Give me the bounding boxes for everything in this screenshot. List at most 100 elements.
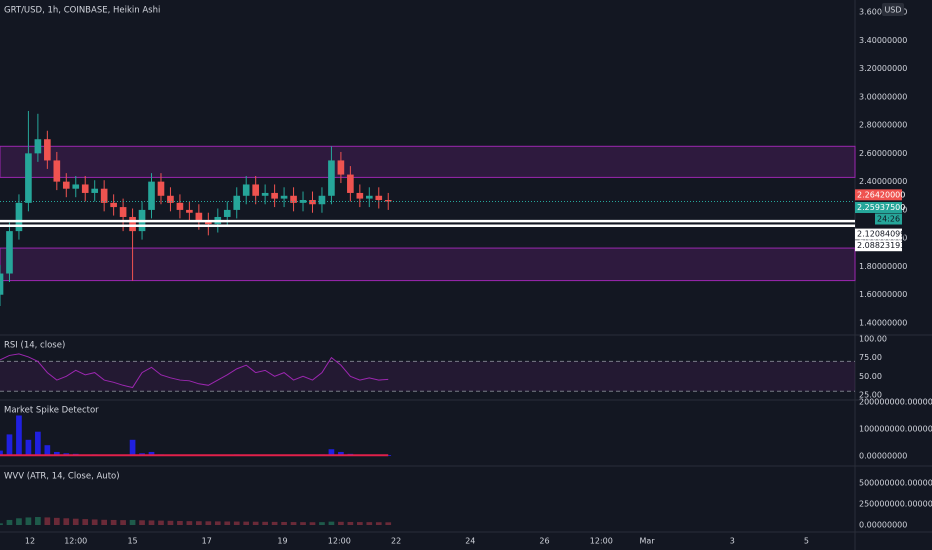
bar [82, 519, 89, 525]
x-tick-label: 12:00 [328, 537, 351, 546]
candle-body [271, 192, 278, 199]
x-tick-label: 5 [804, 537, 809, 546]
candle-body [233, 195, 241, 210]
candle-body [195, 212, 203, 222]
y-tick-label: 250000000.00000000 [859, 500, 932, 509]
y-tick-label: 3.40000000 [859, 36, 907, 45]
bar [347, 521, 354, 525]
bar [309, 522, 316, 525]
bar [91, 519, 98, 525]
candle-body [44, 139, 51, 161]
x-tick-label: 12 [25, 537, 35, 546]
bar [72, 518, 79, 525]
y-tick-label: 1.40000000 [859, 319, 907, 328]
candle-body [119, 207, 127, 217]
y-tick-label: 75.00 [859, 353, 882, 362]
bar [186, 521, 193, 525]
bar [385, 522, 392, 525]
bar [139, 520, 145, 525]
x-tick-label: 3 [730, 537, 735, 546]
bar [148, 520, 155, 525]
y-tick-label: 50.00 [859, 372, 882, 381]
bar [338, 451, 344, 456]
pane-title: RSI (14, close) [4, 341, 65, 351]
candle-body [242, 184, 250, 196]
zone [0, 247, 856, 282]
candle-body [356, 192, 364, 199]
pane-title: Market Spike Detector [4, 406, 99, 416]
price-label-bg [855, 228, 902, 240]
candle-body [375, 195, 383, 201]
bar [271, 521, 278, 525]
currency-badge[interactable] [882, 3, 904, 16]
bar [148, 451, 155, 456]
bar [25, 517, 32, 525]
bar [252, 521, 259, 525]
candle-body [129, 216, 136, 232]
y-tick-label: 1.60000000 [859, 290, 907, 299]
bar [44, 517, 51, 525]
chart-title: GRT/USD, 1h, COINBASE, Heikin Ashi [4, 6, 160, 16]
rsi-band [0, 361, 855, 392]
bar [158, 520, 164, 525]
bar [328, 449, 335, 456]
bar [243, 521, 250, 525]
candle-body [148, 181, 155, 210]
candle-body [365, 195, 373, 199]
x-tick-label: 22 [391, 537, 401, 546]
price-label: 2.08823193 [857, 241, 905, 250]
bar [205, 521, 212, 525]
candle-body [347, 174, 354, 193]
bar [101, 519, 108, 525]
bar [129, 439, 136, 456]
candle-body [81, 184, 89, 193]
bar [177, 520, 183, 525]
x-tick-label: 26 [539, 537, 549, 546]
candle-body [223, 209, 231, 217]
candle-body [205, 221, 212, 225]
candle-body [261, 192, 269, 196]
y-tick-label: 0.00000000 [859, 521, 907, 530]
x-tick-label: 15 [127, 537, 137, 546]
candle-body [328, 160, 335, 196]
x-tick-label: 19 [277, 537, 287, 546]
candle-body [34, 139, 42, 154]
bar [366, 522, 373, 525]
y-tick-label: 0.00000000 [859, 452, 907, 461]
bar [6, 434, 13, 456]
bar [16, 518, 22, 525]
bar [63, 518, 70, 525]
x-tick-label: 17 [202, 537, 212, 546]
bar [167, 520, 174, 525]
candle-body [157, 181, 165, 196]
y-tick-label: 1.80000000 [859, 262, 907, 271]
x-tick-label: 12:00 [590, 537, 613, 546]
bar [262, 521, 268, 525]
currency[interactable]: USD [884, 6, 901, 15]
plot: 12 12:00 15 17 19 12:00 22 24 26 12:00 Mar 3 5 1.4000… [0, 8, 932, 546]
x-tick-label: 12:00 [64, 537, 87, 546]
y-tick-label: 25.00 [859, 391, 882, 400]
y-tick-label: 100.00 [859, 335, 887, 344]
candle-body [110, 202, 117, 208]
candle-body [100, 188, 108, 203]
price-label-bg [855, 202, 902, 214]
x-tick-label: 24 [465, 537, 475, 546]
y-tick-label: 3.00000000 [859, 92, 907, 101]
candle-body [309, 200, 316, 205]
bar [214, 521, 221, 525]
candle-body [0, 273, 4, 295]
price-label: 2.26420000 [857, 190, 905, 199]
candle-body [15, 202, 23, 232]
bar [35, 517, 41, 525]
bar [16, 415, 22, 456]
price-label: 2.12084099 [857, 230, 905, 239]
x-tick-label: Mar [640, 537, 656, 546]
bar [0, 450, 3, 456]
bar [120, 520, 126, 525]
candle-body [53, 160, 61, 182]
bar [328, 521, 335, 525]
bar [0, 523, 3, 525]
candle-body [25, 153, 32, 203]
